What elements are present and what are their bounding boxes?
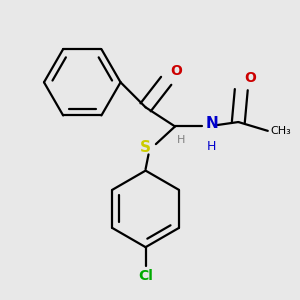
- Text: O: O: [171, 64, 182, 78]
- Text: N: N: [206, 116, 219, 131]
- Text: O: O: [244, 71, 256, 85]
- Text: CH₃: CH₃: [271, 126, 292, 136]
- Text: H: H: [176, 135, 185, 145]
- Text: Cl: Cl: [138, 269, 153, 283]
- Text: H: H: [207, 140, 216, 153]
- Text: S: S: [140, 140, 151, 154]
